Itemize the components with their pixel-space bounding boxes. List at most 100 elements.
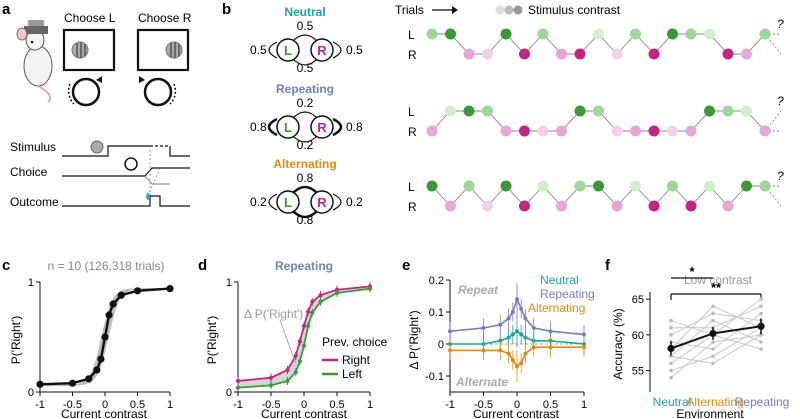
panel-d-ylabel: P('Right') <box>205 316 219 365</box>
f-individual-point <box>669 325 673 330</box>
contrast-dot-high <box>513 5 523 15</box>
f-individual-line <box>670 334 762 379</box>
transition-bottom-0 <box>291 57 319 66</box>
panel-label-c: c <box>2 257 10 274</box>
d-right-point <box>297 339 302 344</box>
node-right-label-1: R <box>317 120 327 135</box>
trial-dot <box>685 28 697 40</box>
panel-f-xlabel: Environment <box>676 407 744 419</box>
panel-label-a: a <box>2 1 11 18</box>
trial-dot <box>426 28 438 40</box>
e-point <box>523 335 528 340</box>
f-category-label-2: Repeating <box>735 395 790 409</box>
trial-dot <box>574 105 586 117</box>
e-xtick-label: 0.5 <box>543 399 558 411</box>
self-loop-right-2 <box>332 193 342 211</box>
transition-top-0 <box>291 34 319 43</box>
trial-dot <box>593 180 604 192</box>
repeat-label: Repeat <box>458 283 499 297</box>
panel-label-e: e <box>402 257 410 274</box>
d-right-point <box>285 368 290 372</box>
e-point <box>506 316 511 321</box>
c-xtick-label: 0.5 <box>130 399 145 411</box>
grating-left <box>71 41 89 59</box>
d-delta-pointer <box>279 319 297 364</box>
d-left-point <box>302 343 306 348</box>
d-xtick-label: -0.5 <box>262 399 281 411</box>
c-data-point <box>133 287 142 295</box>
f-category-label-1: Alternating <box>686 395 743 409</box>
f-individual-point <box>711 347 715 351</box>
d-left-point <box>306 324 311 328</box>
contrast-dot-low <box>495 5 505 15</box>
f-individual-point <box>669 361 673 366</box>
panel-c-ylabel: P('Right') <box>9 316 23 365</box>
node-left-1 <box>276 115 300 139</box>
trial-dot <box>741 105 752 117</box>
d-right-point <box>269 375 273 380</box>
panel-c-xlabel: Current contrast <box>61 407 148 419</box>
panel-e: Current contrast Δ P('Right') Repeat Alt… <box>407 273 595 419</box>
env-top-prob-0: 0.5 <box>297 19 314 33</box>
trial-dot <box>648 200 660 212</box>
node-left-label-0: L <box>284 43 292 58</box>
timeline-choice-label: Choice <box>10 165 48 179</box>
contrast-dot-mid <box>504 5 514 15</box>
timeline-stimulus-label: Stimulus <box>10 140 56 154</box>
e-point <box>523 351 528 356</box>
trial-dot <box>722 200 734 212</box>
trial-dot <box>556 48 567 60</box>
d-xtick-label: -1 <box>233 399 243 411</box>
legend-neutral: Neutral <box>540 273 579 287</box>
e-point <box>510 332 515 337</box>
d-left-point <box>285 379 290 383</box>
next-trial-question-0: ? <box>777 17 784 31</box>
node-left-2 <box>276 190 300 214</box>
trial-dot <box>500 125 512 137</box>
panel-e-ylabel: Δ P('Right') <box>407 310 421 369</box>
seq-row-label-L-0: L <box>408 28 415 42</box>
c-data-point <box>109 300 117 308</box>
trial-dot <box>556 125 567 137</box>
d-right-point <box>302 324 306 328</box>
trial-dot <box>630 125 641 137</box>
f-mean-point <box>757 322 765 330</box>
env-left-prob-2: 0.2 <box>250 195 267 209</box>
sig-star-1: * <box>689 264 695 279</box>
env-left-prob-0: 0.5 <box>250 43 267 57</box>
trial-dot <box>648 125 660 137</box>
trial-dot <box>704 105 715 117</box>
e-point <box>515 297 519 302</box>
c-data-point <box>93 366 101 374</box>
trial-dot <box>482 48 493 60</box>
f-mean-point <box>667 344 675 353</box>
trial-dot <box>741 180 752 192</box>
panel-label-b: b <box>222 1 231 18</box>
node-left-0 <box>276 38 300 62</box>
env-title-2: Alternating <box>273 157 336 171</box>
trial-dot <box>519 125 530 137</box>
env-top-prob-1: 0.2 <box>297 96 314 110</box>
e-xtick-label: -0.5 <box>474 399 493 411</box>
panel-c-title: n = 10 (126,318 trials) <box>47 259 164 273</box>
f-ytick-label: 65 <box>632 294 644 306</box>
e-point <box>498 322 503 327</box>
f-individual-point <box>669 354 673 359</box>
trial-dot <box>722 105 734 117</box>
alternate-label: Alternate <box>455 375 508 389</box>
trial-dot <box>463 180 475 192</box>
node-left-label-1: L <box>284 120 292 135</box>
transition-top-2 <box>291 185 319 195</box>
e-point <box>519 306 524 311</box>
e-ytick-label: 0.2 <box>429 275 444 287</box>
node-right-0 <box>310 38 334 62</box>
trial-dot <box>463 48 475 60</box>
e-point <box>582 332 586 337</box>
e-point <box>548 345 553 350</box>
e-xtick-label: 1 <box>581 399 587 411</box>
f-individual-point <box>669 318 673 323</box>
legend-repeating: Repeating <box>540 287 595 301</box>
c-ytick-label: 0 <box>28 387 34 399</box>
trial-dot <box>630 28 641 40</box>
